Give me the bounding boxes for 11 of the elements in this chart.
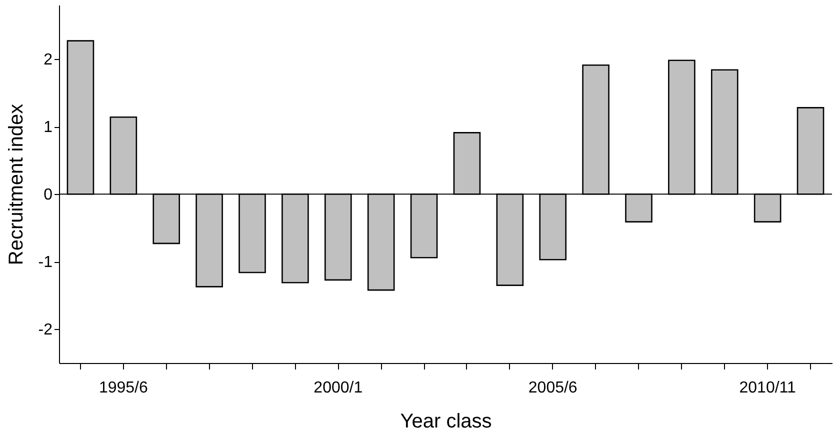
y-tick-label: -1 [38,254,53,272]
x-tick-label: 1995/6 [98,380,148,396]
y-tick-label: 2 [44,52,53,69]
x-tick-label: 2000/1 [314,380,363,396]
x-tick-label: 2005/6 [528,380,578,396]
x-tick-label: 2010/11 [739,380,796,396]
y-tick-label: -2 [38,322,53,339]
y-axis-title: Recruitment index [5,104,28,266]
y-tick-label: 0 [44,186,53,204]
y-tick-label: 1 [44,119,53,136]
x-axis-title: Year class [400,410,492,432]
